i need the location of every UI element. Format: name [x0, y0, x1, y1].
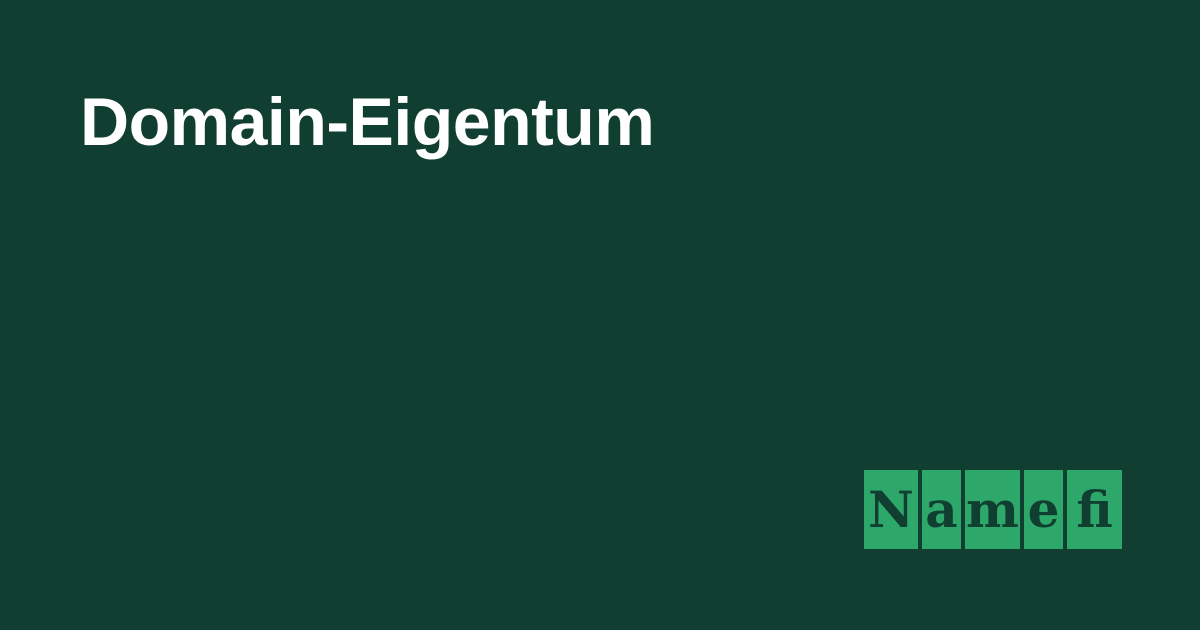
namefi-logo: N a m e fi [864, 470, 1122, 549]
logo-tile-m: m [965, 470, 1020, 549]
logo-tile-a: a [922, 470, 961, 549]
page-title: Domain-Eigentum [80, 84, 655, 160]
logo-tile-e: e [1024, 470, 1063, 549]
logo-tile-fi: fi [1067, 470, 1122, 549]
logo-tile-n: N [864, 470, 918, 549]
